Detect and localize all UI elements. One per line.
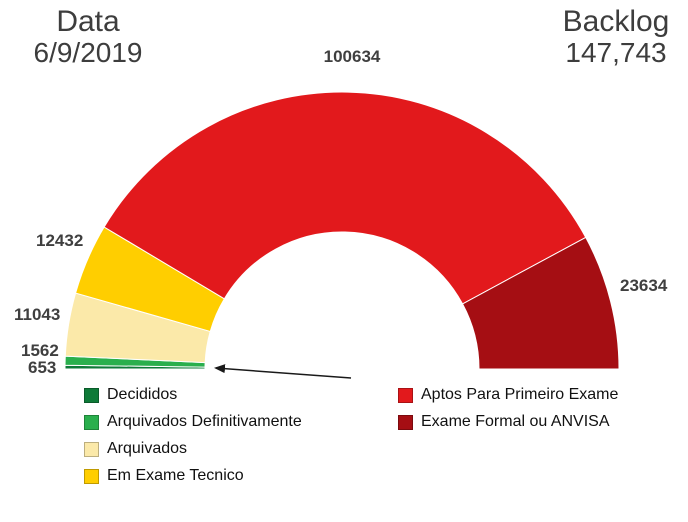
slice-value-arquivados-definitivamente: 1562 <box>21 341 59 360</box>
legend-swatch-decididos <box>84 387 99 403</box>
legend-swatch-arquivados-definitivamente <box>84 414 99 430</box>
arrow-annotation <box>214 364 352 379</box>
chart-segment-4[interactable] <box>103 91 587 305</box>
backlog-value: 147,743 <box>565 36 667 68</box>
date-header: Data 6/9/2019 <box>20 6 156 67</box>
legend-swatch-arquivados <box>84 441 99 457</box>
legend-label-exame-formal-anvisa: Exame Formal ou ANVISA <box>421 413 610 430</box>
legend-label-aptos-primeiro-exame: Aptos Para Primeiro Exame <box>421 386 619 403</box>
backlog-label: Backlog <box>562 5 670 38</box>
slice-value-decididos: 653 <box>28 358 57 377</box>
legend-label-decididos: Decididos <box>107 386 178 403</box>
legend-item-arquivados-definitivamente[interactable]: Arquivados Definitivamente <box>84 413 302 431</box>
slice-value-arquivados: 11043 <box>14 305 61 324</box>
legend-item-decididos[interactable]: Decididos <box>84 386 302 404</box>
legend-label-arquivados: Arquivados <box>107 440 188 457</box>
slice-value-em-exame-tecnico: 12432 <box>36 231 84 250</box>
legend-swatch-exame-formal-anvisa <box>398 414 413 430</box>
legend-item-aptos-primeiro-exame[interactable]: Aptos Para Primeiro Exame <box>398 386 618 404</box>
date-label: Data <box>56 5 120 38</box>
legend-item-arquivados[interactable]: Arquivados <box>84 440 302 458</box>
legend-right-column: Aptos Para Primeiro Exame Exame Formal o… <box>398 386 618 431</box>
legend-label-em-exame-tecnico: Em Exame Tecnico <box>107 467 244 484</box>
date-value: 6/9/2019 <box>33 36 143 68</box>
backlog-header: Backlog 147,743 <box>554 6 678 67</box>
slice-value-exame-formal-anvisa: 23634 <box>620 276 668 295</box>
legend-swatch-em-exame-tecnico <box>84 468 99 484</box>
slice-value-aptos-primeiro-exame: 100634 <box>323 47 381 66</box>
legend-item-em-exame-tecnico[interactable]: Em Exame Tecnico <box>84 467 302 485</box>
legend-swatch-aptos-primeiro-exame <box>398 387 413 403</box>
chart-segment-5[interactable] <box>461 236 620 370</box>
legend-label-arquivados-definitivamente: Arquivados Definitivamente <box>107 413 302 430</box>
legend-item-exame-formal-anvisa[interactable]: Exame Formal ou ANVISA <box>398 413 618 431</box>
legend-left-column: Decididos Arquivados Definitivamente Arq… <box>84 386 302 485</box>
